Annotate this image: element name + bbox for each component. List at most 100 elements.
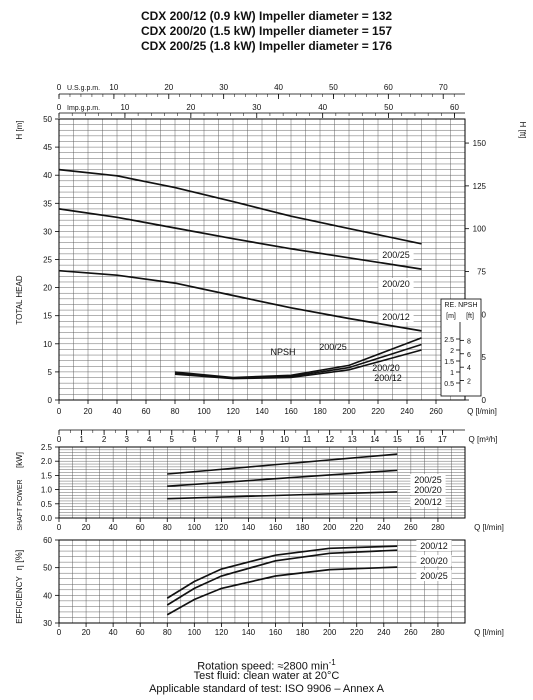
usgpm-tick-label: 10	[109, 83, 118, 92]
head-label-200-12: 200/12	[382, 312, 410, 322]
head-y-tick-label: 15	[43, 312, 52, 321]
head-x-tick-label: 260	[429, 407, 443, 416]
power-label-200-20-bg	[410, 484, 446, 495]
eff-label-200-12: 200/12	[420, 541, 448, 551]
head-y-tick-label: 10	[43, 340, 52, 349]
npsh-curve-label: NPSH	[270, 347, 295, 357]
head-ft-tick-label: 75	[477, 268, 486, 277]
m3h-tick-label: 8	[237, 435, 242, 444]
head-x-tick-label: 60	[142, 407, 151, 416]
m3h-tick-label: 2	[102, 435, 107, 444]
m3h-tick-label: 15	[393, 435, 402, 444]
npsh-curve-200-12	[174, 349, 422, 380]
npsh-m-tick-label: 2	[450, 348, 454, 355]
head-x-tick-label: 120	[226, 407, 240, 416]
head-y-tick-label: 0	[48, 396, 53, 405]
npsh-m-tick-label: 0.5	[444, 381, 454, 388]
npsh-ft-tick-label: 2	[467, 379, 471, 386]
head-ft-tick-label: 125	[473, 182, 487, 191]
eff-y-tick-label: 60	[43, 536, 52, 545]
usgpm-tick-label: 40	[274, 83, 283, 92]
head-y-unit-ft: H [ft]	[518, 122, 527, 139]
power-x-tick-label: 240	[377, 523, 391, 532]
m3h-axis-label: Q [m³/h]	[469, 435, 498, 444]
eff-x-tick-label: 200	[323, 628, 337, 637]
m3h-tick-label: 12	[325, 435, 334, 444]
npsh-m-tick-label: 2.5	[444, 337, 454, 344]
m3h-tick-label: 14	[370, 435, 379, 444]
head-label-200-20: 200/20	[382, 279, 410, 289]
power-y-tick-label: 2.5	[41, 443, 53, 452]
eff-x-tick-label: 60	[136, 628, 145, 637]
impgpm-tick-label: 20	[186, 103, 195, 112]
eff-x-tick-label: 260	[404, 628, 418, 637]
power-y-tick-label: 0.5	[41, 500, 53, 509]
power-label-200-20: 200/20	[414, 485, 442, 495]
power-x-tick-label: 120	[215, 523, 229, 532]
head-x-tick-label: 40	[113, 407, 122, 416]
eff-curve-200-12	[166, 545, 398, 599]
rotation-speed-text: Rotation speed: ≈2800 min	[197, 660, 329, 673]
head-label-200-25: 200/25	[382, 250, 410, 260]
head-ft-tick-label: 150	[473, 139, 487, 148]
head-label-200-25-bg	[378, 249, 414, 260]
eff-label-200-25-bg	[416, 570, 452, 581]
eff-x-tick-label: 100	[188, 628, 202, 637]
npsh-label-200-25: 200/25	[319, 342, 347, 352]
usgpm-axis-label: U.S.g.p.m.	[67, 85, 100, 92]
chart-title-200-12: CDX 200/12 (0.9 kW) Impeller diameter = …	[140, 9, 393, 23]
usgpm-tick-label: 20	[164, 83, 173, 92]
eff-curve-200-25	[166, 566, 398, 616]
eff-x-unit: Q [l/min]	[474, 628, 504, 637]
power-curve-200-20	[167, 469, 398, 487]
head-x-tick-label: 140	[255, 407, 269, 416]
m3h-tick-label: 11	[303, 435, 312, 444]
head-x-tick-label: 80	[171, 407, 180, 416]
npsh-scale-unit-ft: [ft]	[466, 313, 474, 320]
power-x-tick-label: 20	[82, 523, 91, 532]
npsh-m-tick-label: 1.5	[444, 359, 454, 366]
m3h-tick-label: 16	[415, 435, 424, 444]
usgpm-tick-label: 0	[57, 83, 62, 92]
chart-title-200-20: CDX 200/20 (1.5 kW) Impeller diameter = …	[140, 24, 393, 38]
head-label-200-20-bg	[378, 278, 414, 289]
head-x-tick-label: 240	[400, 407, 414, 416]
test-standard-note: Applicable standard of test: ISO 9906 – …	[149, 683, 384, 695]
npsh-ft-tick-label: 8	[467, 338, 471, 345]
eff-x-tick-label: 80	[163, 628, 172, 637]
m3h-tick-label: 7	[215, 435, 220, 444]
eff-x-tick-label: 120	[215, 628, 229, 637]
head-label-200-12-bg	[378, 311, 414, 322]
head-x-tick-label: 200	[342, 407, 356, 416]
power-y-unit: [kW]	[15, 452, 24, 468]
impgpm-axis-label: Imp.g.p.m.	[67, 105, 100, 112]
npsh-ft-tick-label: 4	[467, 365, 471, 372]
power-x-tick-label: 160	[269, 523, 283, 532]
power-y-axis-label: SHAFT POWER	[17, 479, 24, 530]
head-y-tick-label: 20	[43, 284, 52, 293]
eff-x-tick-label: 180	[296, 628, 310, 637]
eff-y-tick-label: 30	[43, 619, 52, 628]
head-y-unit-m: H [m]	[15, 120, 24, 139]
head-y-tick-label: 30	[43, 227, 52, 236]
eff-label-200-12-bg	[416, 540, 452, 551]
head-x-tick-label: 0	[57, 407, 62, 416]
head-y-tick-label: 35	[43, 199, 52, 208]
impgpm-tick-label: 0	[57, 103, 62, 112]
eff-curve-200-20	[166, 549, 398, 606]
npsh-label-200-20: 200/20	[372, 363, 400, 373]
usgpm-tick-label: 60	[384, 83, 393, 92]
head-curve-200-25	[58, 168, 422, 245]
npsh-curve-200-25	[174, 337, 422, 379]
power-x-tick-label: 0	[57, 523, 62, 532]
head-ft-tick-label: 25	[477, 353, 486, 362]
eff-y-tick-label: 40	[43, 591, 52, 600]
npsh-scale-unit-m: [m]	[446, 313, 456, 320]
m3h-tick-label: 4	[147, 435, 152, 444]
power-grid-frame	[58, 446, 466, 519]
eff-x-tick-label: 240	[377, 628, 391, 637]
power-x-tick-label: 60	[136, 523, 145, 532]
eff-x-tick-label: 0	[57, 628, 62, 637]
impgpm-tick-label: 60	[450, 103, 459, 112]
head-x-unit: Q [l/min]	[467, 407, 497, 416]
